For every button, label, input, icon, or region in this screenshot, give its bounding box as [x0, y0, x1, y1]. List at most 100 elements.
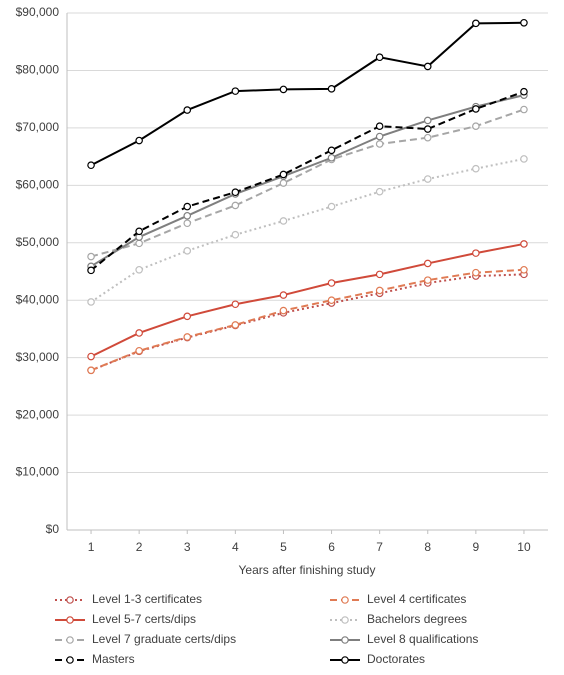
data-point	[472, 122, 480, 130]
y-tick-label: $30,000	[16, 350, 60, 364]
data-point	[279, 179, 288, 187]
data-point	[472, 268, 480, 277]
data-point	[183, 211, 192, 220]
data-point	[231, 188, 240, 197]
legend-marker	[341, 616, 349, 624]
data-point	[375, 140, 384, 148]
data-point	[520, 105, 528, 114]
legend-label: Level 1-3 certificates	[92, 592, 202, 606]
data-point	[423, 133, 432, 142]
y-tick-label: $10,000	[16, 465, 60, 479]
legend-marker	[66, 636, 74, 644]
data-point	[375, 53, 384, 62]
legend-label: Level 5-7 certs/dips	[92, 612, 196, 626]
data-point	[279, 291, 288, 299]
x-tick-label: 7	[376, 540, 383, 554]
x-tick-label: 2	[136, 540, 143, 554]
data-point	[135, 329, 143, 337]
data-point	[87, 161, 95, 170]
data-point	[520, 87, 528, 96]
legend-label: Level 7 graduate certs/dips	[92, 632, 236, 646]
data-point	[87, 352, 95, 361]
x-tick-label: 10	[517, 540, 531, 554]
data-point	[423, 62, 432, 71]
data-point	[231, 201, 240, 210]
y-tick-label: $90,000	[16, 5, 60, 19]
data-point	[327, 202, 336, 211]
data-point	[135, 265, 143, 274]
x-axis-title: Years after finishing study	[239, 563, 376, 577]
x-tick-label: 4	[232, 540, 239, 554]
x-tick-label: 5	[280, 540, 287, 554]
legend-marker	[66, 656, 74, 664]
data-point	[375, 122, 384, 130]
data-point	[279, 306, 288, 315]
data-point	[520, 155, 528, 163]
y-tick-label: $70,000	[16, 120, 60, 134]
x-tick-label: 6	[328, 540, 335, 554]
legend-marker	[341, 656, 349, 664]
series-line	[90, 21, 524, 167]
data-point	[375, 132, 384, 141]
data-point	[87, 252, 95, 261]
data-point	[327, 146, 336, 155]
series-line	[90, 94, 525, 268]
y-tick-label: $50,000	[16, 235, 60, 249]
y-tick-label: $0	[46, 522, 60, 536]
data-point	[520, 18, 528, 27]
data-point	[327, 279, 336, 287]
data-point	[135, 346, 143, 355]
data-point	[87, 366, 95, 375]
data-point	[87, 266, 95, 275]
data-point	[520, 240, 528, 248]
legend-marker	[66, 596, 74, 604]
data-point	[231, 300, 240, 309]
x-tick-label: 8	[424, 540, 431, 554]
data-point	[231, 230, 240, 239]
data-point	[472, 249, 480, 257]
data-point	[423, 276, 432, 284]
data-point	[183, 247, 192, 255]
series-line	[90, 268, 525, 372]
data-point	[472, 164, 480, 173]
series-line	[90, 242, 525, 358]
data-point	[472, 105, 480, 113]
data-point	[375, 187, 384, 196]
data-point	[87, 298, 95, 306]
data-point	[423, 125, 432, 133]
data-point	[472, 19, 480, 28]
x-tick-label: 1	[88, 540, 95, 554]
legend-label: Level 8 qualifications	[367, 632, 478, 646]
legend-label: Masters	[92, 652, 135, 666]
data-point	[423, 259, 432, 268]
data-point	[231, 87, 240, 95]
data-point	[327, 153, 336, 162]
data-point	[183, 106, 192, 114]
data-point	[520, 265, 528, 274]
data-point	[183, 202, 192, 211]
x-tick-label: 3	[184, 540, 191, 554]
y-tick-label: $60,000	[16, 178, 60, 192]
series-line	[90, 157, 525, 303]
legend-label: Level 4 certificates	[367, 592, 466, 606]
series-line	[90, 108, 525, 258]
x-tick-label: 9	[473, 540, 480, 554]
data-point	[135, 136, 143, 145]
legend-marker	[66, 616, 74, 624]
legend-label: Bachelors degrees	[367, 612, 467, 626]
data-point	[375, 286, 384, 295]
data-point	[183, 219, 192, 228]
data-point	[279, 85, 288, 94]
data-point	[135, 239, 143, 248]
legend-marker	[341, 636, 349, 644]
series-line	[90, 90, 525, 272]
data-point	[327, 296, 336, 305]
data-point	[279, 170, 288, 179]
data-point	[279, 217, 288, 225]
y-tick-label: $40,000	[16, 292, 60, 306]
data-point	[375, 270, 384, 279]
y-tick-label: $80,000	[16, 63, 60, 77]
data-point	[327, 85, 336, 93]
data-point	[135, 227, 143, 236]
